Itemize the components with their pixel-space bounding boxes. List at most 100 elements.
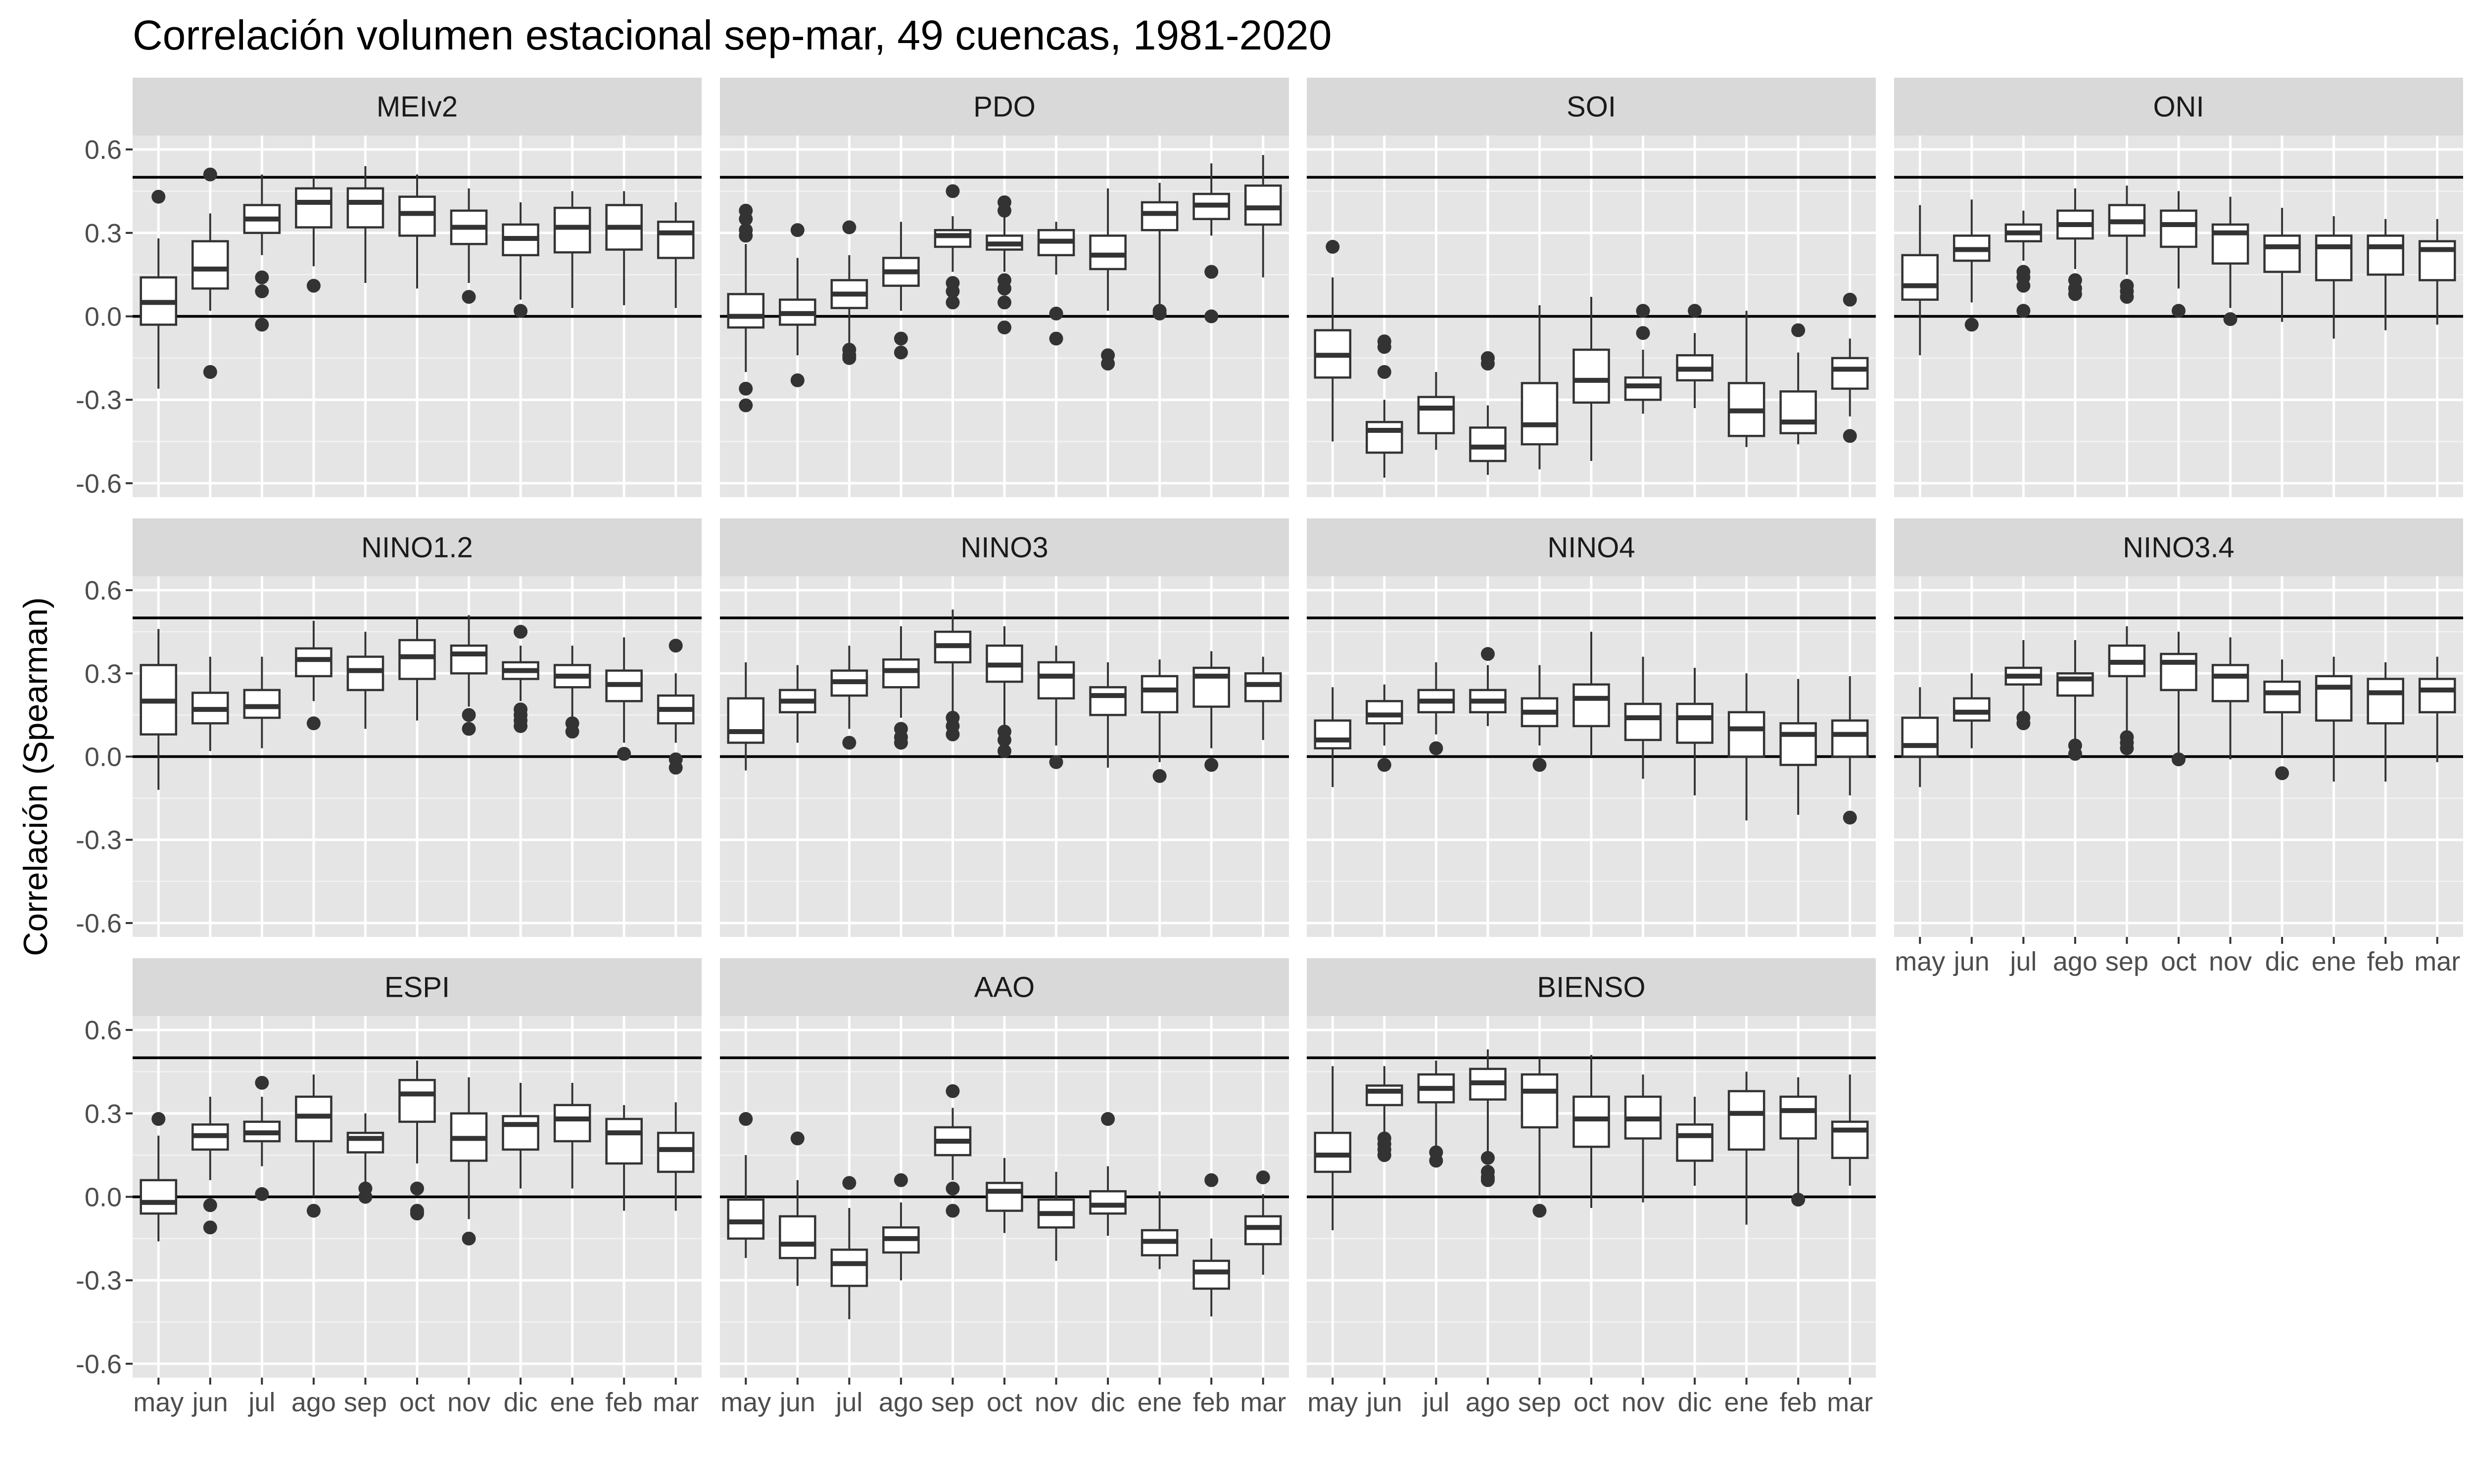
outlier-point xyxy=(1049,306,1063,321)
box-nov xyxy=(1037,222,1075,346)
box-nov xyxy=(2211,637,2249,760)
box-mar xyxy=(1244,656,1282,740)
box-iqr xyxy=(1244,184,1282,226)
box-iqr xyxy=(1676,1123,1713,1162)
x-tick-label: jul xyxy=(1422,1388,1449,1417)
box-iqr xyxy=(346,655,384,692)
box-iqr xyxy=(2211,223,2249,265)
box-ago xyxy=(882,222,920,360)
box-nov xyxy=(1624,304,1662,414)
box-dic xyxy=(1089,662,1127,768)
box-ago xyxy=(1469,647,1507,726)
box-sep xyxy=(1521,665,1559,772)
facet-panel: NINO1.2 0.6 0.3 0.0 -0.3 -0.6 xyxy=(76,518,702,938)
box-nov xyxy=(1624,1074,1662,1203)
box-oct xyxy=(2160,191,2197,318)
outlier-point xyxy=(946,1204,960,1218)
x-tick-label: mar xyxy=(653,1388,699,1417)
outlier-point xyxy=(203,1198,217,1212)
outlier-point xyxy=(2120,741,2134,755)
y-tick-label: 0.0 xyxy=(85,742,122,772)
x-tick-label: ago xyxy=(879,1388,923,1417)
x-tick-label: sep xyxy=(2105,947,2148,976)
outlier-point xyxy=(1636,304,1650,318)
facet-strip xyxy=(1894,78,2463,136)
box-jul xyxy=(2004,210,2043,318)
box-jul xyxy=(830,646,868,750)
x-tick-label: oct xyxy=(2161,947,2196,976)
box-iqr xyxy=(1244,1215,1282,1246)
box-iqr xyxy=(140,1179,178,1215)
box-iqr xyxy=(1314,1131,1352,1173)
outlier-point xyxy=(462,1231,476,1246)
box-iqr xyxy=(1831,357,1869,390)
outlier-point xyxy=(2172,752,2186,767)
facet-strip-label: MEIv2 xyxy=(377,91,458,123)
box-jul xyxy=(243,174,281,332)
x-tick-label: ago xyxy=(2053,947,2097,976)
box-iqr xyxy=(1366,700,1403,725)
outlier-point xyxy=(1532,758,1547,772)
box-iqr xyxy=(1624,376,1662,401)
box-may xyxy=(727,1112,765,1258)
outlier-point xyxy=(2068,746,2082,761)
box-iqr xyxy=(1901,254,1939,301)
x-tick-label: feb xyxy=(1193,1388,1230,1417)
y-tick-label: 0.3 xyxy=(85,219,122,248)
outlier-point xyxy=(565,725,579,739)
outlier-point xyxy=(998,320,1011,334)
facet-strip-label: NINO3 xyxy=(960,532,1048,564)
box-iqr xyxy=(1624,702,1662,742)
box-iqr xyxy=(986,1182,1023,1212)
outlier-point xyxy=(1256,1170,1270,1185)
facet-panel: BIENSO may jun jul ago sep oct nov dic ene feb mar xyxy=(1307,958,1876,1417)
x-tick-label: nov xyxy=(2209,947,2252,976)
x-tick-label: dic xyxy=(1678,1388,1712,1417)
y-tick-label: -0.3 xyxy=(76,826,122,855)
box-ene xyxy=(1727,311,1765,447)
box-iqr xyxy=(1779,390,1817,434)
facet-strip-label: ESPI xyxy=(384,972,450,1004)
box-iqr xyxy=(398,195,436,237)
x-tick-label: dic xyxy=(2265,947,2299,976)
box-iqr xyxy=(1572,1095,1610,1148)
box-ene xyxy=(1727,673,1765,821)
outlier-point xyxy=(255,1187,269,1201)
outlier-point xyxy=(1152,769,1167,783)
outlier-point xyxy=(842,1176,856,1190)
box-dic xyxy=(502,625,539,733)
box-iqr xyxy=(1521,1073,1559,1129)
box-feb xyxy=(1192,163,1230,324)
x-tick-label: feb xyxy=(1780,1388,1817,1417)
box-feb xyxy=(1192,651,1230,772)
box-iqr xyxy=(882,658,920,689)
box-iqr xyxy=(1727,1090,1765,1151)
facet-strip-label: PDO xyxy=(973,91,1036,123)
outlier-point xyxy=(1049,755,1063,769)
outlier-point xyxy=(842,351,856,365)
outlier-point xyxy=(2016,278,2031,293)
box-ago xyxy=(2056,188,2094,301)
box-jun xyxy=(191,656,229,751)
outlier-point xyxy=(998,203,1011,218)
outlier-point xyxy=(1049,331,1063,346)
outlier-point xyxy=(410,1181,424,1196)
facets: MEIv2 0.6 0.3 0.0 -0.3 -0.6 PDO SOI ONI NINO1.2 0.… xyxy=(76,78,2463,1417)
outlier-point xyxy=(2223,312,2237,326)
box-iqr xyxy=(1192,1259,1230,1290)
x-tick-label: ene xyxy=(1138,1388,1182,1417)
y-tick-label: 0.0 xyxy=(85,1183,122,1212)
outlier-point xyxy=(790,223,805,237)
y-tick-label: -0.6 xyxy=(76,469,122,499)
box-oct xyxy=(1572,1055,1610,1208)
box-nov xyxy=(450,188,488,304)
outlier-point xyxy=(946,1181,960,1196)
box-feb xyxy=(1779,679,1817,815)
box-jun xyxy=(1366,334,1403,478)
box-oct xyxy=(986,626,1023,758)
outlier-point xyxy=(998,733,1011,747)
outlier-point xyxy=(255,1075,269,1090)
box-dic xyxy=(1676,668,1713,796)
box-jul xyxy=(243,656,281,748)
box-iqr xyxy=(779,1215,816,1259)
